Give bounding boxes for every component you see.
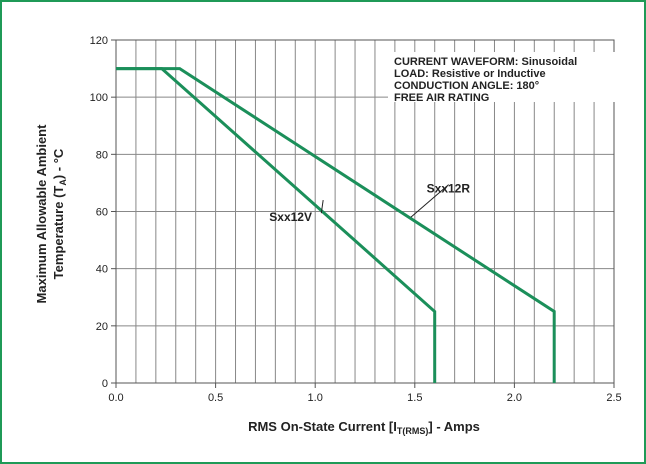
y-tick-label: 100 <box>90 92 108 104</box>
x-tick-label: 2.5 <box>606 392 621 404</box>
y-axis-title-main: Temperature (T <box>51 186 66 280</box>
annotation-line: LOAD: Resistive or Inductive <box>394 68 546 80</box>
y-tick-label: 60 <box>96 207 108 219</box>
y-axis-title-line1: Maximum Allowable Ambient <box>34 124 49 304</box>
x-axis-title-suffix: ] - Amps <box>428 419 480 434</box>
y-axis-title-subscript: A <box>58 179 68 186</box>
series-marks: Sxx12V Sxx12R <box>116 67 556 383</box>
annotation-line: FREE AIR RATING <box>394 92 489 104</box>
x-tick-label: 2.0 <box>507 392 522 404</box>
series-label-sxx12r: Sxx12R <box>427 182 471 196</box>
annotation-line: CONDUCTION ANGLE: 180° <box>394 80 539 92</box>
y-tick-label: 120 <box>90 35 108 47</box>
y-tick-label: 40 <box>96 264 108 276</box>
annotation-box: CURRENT WAVEFORM: Sinusoidal LOAD: Resis… <box>388 52 618 104</box>
y-axis-title-suffix: ) - °C <box>51 148 66 179</box>
annotation-background <box>388 52 618 102</box>
x-axis-title-subscript: T(RMS) <box>397 426 429 436</box>
series-label-sxx12v: Sxx12V <box>269 210 312 224</box>
y-axis-title-line2: Temperature (TA) - °C <box>51 148 68 279</box>
series-label-pointer <box>410 184 449 218</box>
x-axis-title: RMS On-State Current [IT(RMS)] - Amps <box>248 419 480 436</box>
x-axis-title-main: RMS On-State Current [I <box>248 419 397 434</box>
x-tick-label: 1.5 <box>407 392 422 404</box>
annotation-line: CURRENT WAVEFORM: Sinusoidal <box>394 56 577 68</box>
series-line-sxx12r <box>116 67 556 383</box>
y-tick-label: 20 <box>96 321 108 333</box>
ticks: 0.0 0.5 1.0 1.5 2.0 2.5 0 20 40 60 80 100 120 <box>90 35 622 404</box>
x-tick-label: 1.0 <box>308 392 323 404</box>
y-tick-label: 0 <box>102 378 108 390</box>
x-tick-label: 0.0 <box>108 392 123 404</box>
series-label-pointer <box>320 199 324 214</box>
y-tick-label: 80 <box>96 149 108 161</box>
x-tick-label: 0.5 <box>208 392 223 404</box>
